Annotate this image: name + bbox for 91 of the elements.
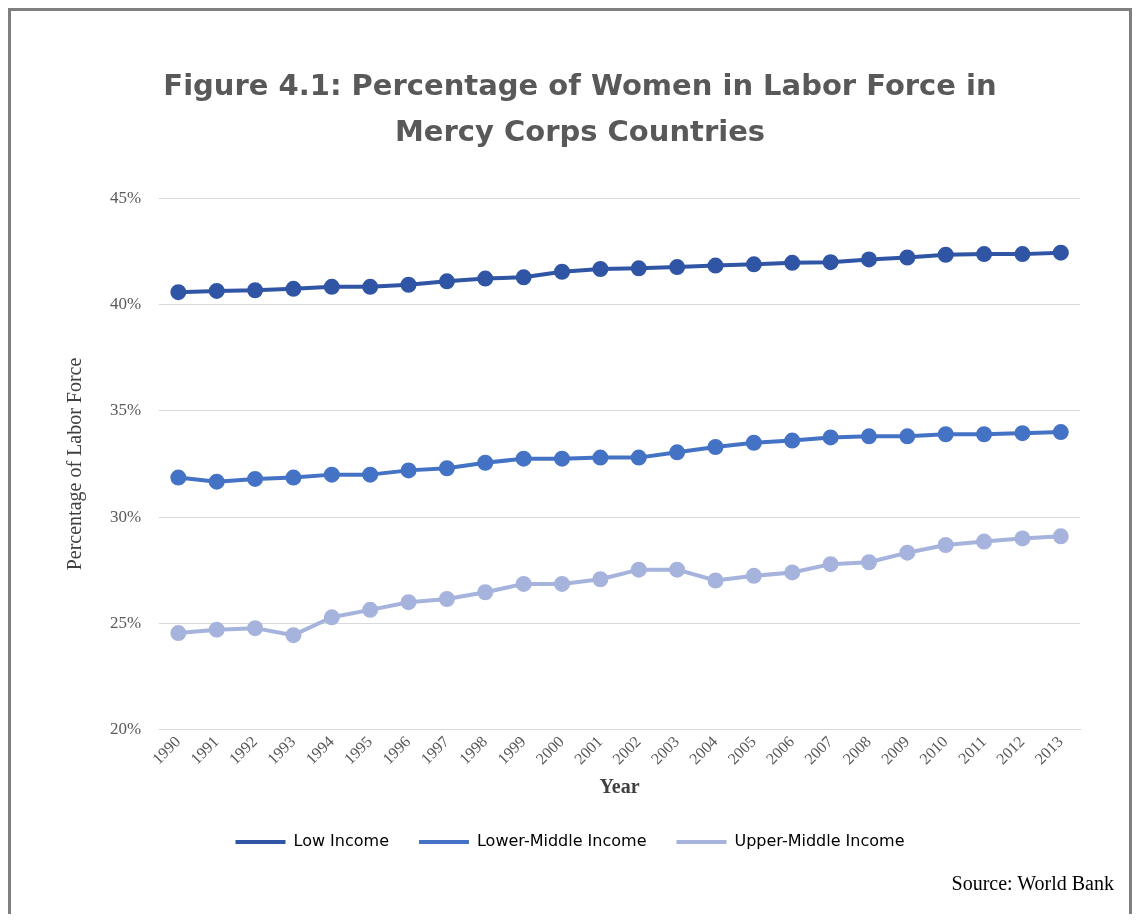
- point: [554, 450, 571, 467]
- point: [438, 591, 455, 608]
- point: [937, 426, 954, 443]
- point: [860, 251, 877, 268]
- x-tick-label: 1999: [494, 732, 529, 768]
- point: [285, 627, 302, 644]
- point: [899, 249, 916, 266]
- point: [669, 444, 686, 461]
- point: [707, 257, 724, 274]
- legend-label: Upper-Middle Income: [734, 831, 905, 851]
- point: [1014, 530, 1031, 547]
- point: [592, 261, 609, 278]
- legend-label: Low Income: [293, 831, 389, 851]
- point: [899, 544, 916, 561]
- point: [860, 554, 877, 571]
- point: [1052, 424, 1069, 441]
- point: [745, 256, 762, 273]
- point: [860, 428, 877, 445]
- source-note: Source: World Bank: [951, 872, 1114, 895]
- point: [669, 561, 686, 578]
- chart-title: Figure 4.1: Percentage of Women in Labor Force in Mercy Corps Countries: [162, 67, 998, 150]
- y-tick-label: 20%: [109, 719, 142, 739]
- point: [477, 584, 494, 601]
- y-tick-label: 40%: [109, 293, 142, 313]
- point: [362, 601, 379, 618]
- point: [400, 276, 417, 293]
- point: [745, 567, 762, 584]
- point: [208, 473, 225, 490]
- point: [400, 594, 417, 611]
- point: [784, 432, 801, 449]
- point: [976, 426, 993, 443]
- point: [630, 561, 647, 578]
- x-tick-label: 1991: [187, 732, 222, 768]
- point: [323, 466, 340, 483]
- point: [285, 280, 302, 297]
- x-tick-label: 1993: [263, 732, 299, 768]
- y-tick-label: 35%: [109, 400, 142, 420]
- y-tick-label: 30%: [109, 506, 142, 526]
- y-tick-label: 25%: [109, 612, 142, 632]
- point: [976, 246, 993, 263]
- y-axis-title: Percentage of Labor Force: [63, 357, 87, 571]
- point: [285, 469, 302, 486]
- point: [515, 575, 532, 592]
- legend-label: Lower-Middle Income: [476, 831, 647, 851]
- point: [707, 438, 724, 455]
- point: [745, 434, 762, 451]
- point: [208, 621, 225, 638]
- point: [554, 575, 571, 592]
- x-axis-title: Year: [599, 775, 640, 798]
- point: [669, 259, 686, 276]
- point: [477, 270, 494, 287]
- point: [170, 469, 187, 486]
- point: [784, 254, 801, 271]
- point: [630, 260, 647, 277]
- point: [170, 284, 187, 301]
- point: [1014, 246, 1031, 263]
- x-tick-label: 1992: [225, 732, 261, 768]
- point: [822, 254, 839, 271]
- point: [592, 449, 609, 466]
- point: [784, 564, 801, 581]
- point: [247, 470, 264, 487]
- point: [1052, 528, 1069, 545]
- x-tick-label: 2011: [954, 732, 990, 767]
- point: [937, 246, 954, 263]
- y-tick-label: 45%: [109, 187, 142, 207]
- point: [515, 269, 532, 286]
- point: [362, 278, 379, 295]
- x-tick-label: 1990: [148, 732, 184, 768]
- point: [630, 449, 647, 466]
- point: [707, 572, 724, 589]
- point: [323, 609, 340, 626]
- point: [592, 571, 609, 588]
- point: [400, 462, 417, 479]
- point: [976, 533, 993, 550]
- point: [362, 466, 379, 483]
- point: [1052, 244, 1069, 261]
- point: [822, 429, 839, 446]
- point: [323, 278, 340, 295]
- point: [1014, 425, 1031, 442]
- point: [515, 450, 532, 467]
- point: [247, 620, 264, 637]
- point: [822, 556, 839, 573]
- point: [554, 263, 571, 280]
- point: [899, 428, 916, 445]
- point: [247, 282, 264, 299]
- point: [438, 460, 455, 477]
- point: [937, 537, 954, 554]
- point: [170, 625, 187, 642]
- point: [477, 454, 494, 471]
- point: [438, 273, 455, 290]
- point: [208, 282, 225, 299]
